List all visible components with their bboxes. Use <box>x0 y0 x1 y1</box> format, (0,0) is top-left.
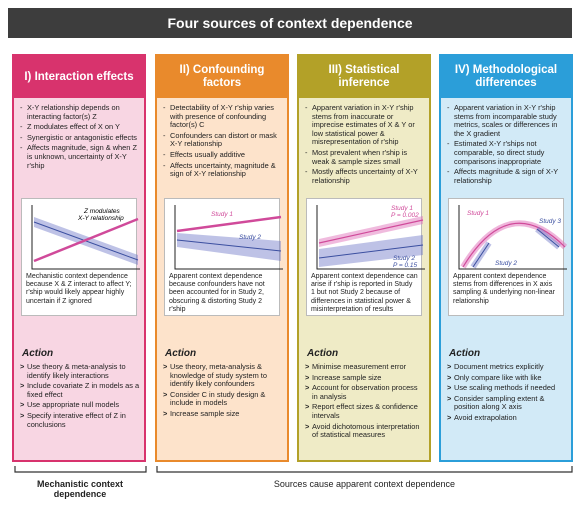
axes <box>316 205 425 270</box>
action: Use appropriate null models <box>20 401 140 410</box>
action-list: Minimise measurement errorIncrease sampl… <box>305 362 425 442</box>
line <box>176 215 282 233</box>
bullet: Apparent variation in X-Y r'ship stems f… <box>305 103 425 147</box>
action: Use theory & meta-analysis to identify l… <box>20 362 140 380</box>
bullet: X-Y relationship depends on interacting … <box>20 103 140 121</box>
bullet: Z modulates effect of X on Y <box>20 123 140 132</box>
action: Avoid extrapolation <box>447 413 567 423</box>
label: Study 1 <box>211 211 233 218</box>
action-title: Action <box>165 348 197 359</box>
action: Minimise measurement error <box>305 362 425 372</box>
bracket <box>156 466 573 473</box>
action: Document metrics explicitly <box>447 362 567 372</box>
footer-left: Mechanistic context dependence <box>36 479 124 499</box>
action: Account for observation process in analy… <box>305 383 425 401</box>
bullet: Synergistic or antagonistic effects <box>20 133 140 143</box>
action-title: Action <box>22 348 54 359</box>
bullet: Affects magnitude, sign & when Z is unkn… <box>20 144 140 170</box>
action: Consider sampling extent & position alon… <box>447 394 567 412</box>
segment <box>536 228 560 248</box>
bullet: Estimated X-Y r'ships not comparable, so… <box>447 140 567 166</box>
label: Study 1 <box>391 205 413 212</box>
caption: Mechanistic context dependence because X… <box>26 273 132 305</box>
band <box>177 233 281 261</box>
caption: Apparent context dependence because conf… <box>169 273 265 313</box>
bullet: Most prevalent when r'ship is weak & sam… <box>305 148 425 166</box>
bullet: Apparent variation in X-Y r'ship stems f… <box>447 103 567 138</box>
label: Study 1 <box>467 210 489 217</box>
curve <box>462 222 566 268</box>
label: Study 2 <box>495 260 517 267</box>
mini-plot: Study 1 Study 3 Study 2 <box>458 205 567 270</box>
action-list: Document metrics explicitlyOnly compare … <box>447 362 567 425</box>
axes <box>31 205 140 270</box>
action: Include covariate Z in models as a fixed… <box>20 381 140 399</box>
line <box>318 244 424 259</box>
action: Avoid dichotomous interpretation of stat… <box>305 422 425 440</box>
bullet-list: Apparent variation in X-Y r'ship stems f… <box>447 103 567 187</box>
bullet: Affects uncertainty, magnitude & sign of… <box>163 161 283 179</box>
footer-right: Sources cause apparent context dependenc… <box>273 479 456 489</box>
action-title: Action <box>449 348 481 359</box>
column: III) Statistical inference Apparent varia… <box>297 54 431 462</box>
column: I) Interaction effects X-Y relationship d… <box>12 54 146 462</box>
line <box>176 239 282 252</box>
bullet: Confounders can distort or mask X-Y rela… <box>163 131 283 149</box>
caption: Apparent context dependence can arise if… <box>311 273 418 313</box>
column-header: I) Interaction effects <box>14 56 144 98</box>
segment <box>472 242 490 268</box>
label: Z modulates <box>83 208 121 215</box>
bullet-list: Apparent variation in X-Y r'ship stems f… <box>305 103 425 187</box>
column-header: II) Confounding factors <box>157 56 287 98</box>
action: Increase sample size <box>163 409 283 419</box>
column-header: IV) Methodological differences <box>441 56 571 98</box>
bullet: Mostly affects uncertainty of X-Y relati… <box>305 167 425 185</box>
caption: Apparent context dependence stems from d… <box>453 273 555 305</box>
inset-panel: Z modulates X-Y relationship Mechanistic c… <box>21 198 140 316</box>
label: X-Y relationship <box>77 215 124 222</box>
action: Specify interative effect of Z in conclu… <box>20 411 140 429</box>
action: Report effect sizes & confidence interva… <box>305 403 425 420</box>
action-list: Use theory & meta-analysis to identify l… <box>20 362 140 431</box>
bullet: Affects magnitude & sign of X-Y relation… <box>447 167 567 185</box>
column: II) Confounding factors Detectability of … <box>155 54 289 462</box>
inset-panel: Study 1 Study 3 Study 2 Apparent context de… <box>448 198 567 316</box>
action: Increase sample size <box>305 373 425 383</box>
action-title: Action <box>307 348 339 359</box>
axes <box>174 205 283 270</box>
title-bar: Four sources of context dependence <box>8 8 572 38</box>
column-header: III) Statistical inference <box>299 56 429 98</box>
action: Consider C in study design & include in … <box>163 390 283 408</box>
action: Only compare like with like <box>447 373 567 383</box>
mini-plot: Study 1 Study 2 <box>174 205 283 270</box>
label: P = 0.002 <box>391 212 419 219</box>
bullet: Effects usually additive <box>163 150 283 160</box>
action: Use scaling methods if needed <box>447 384 567 393</box>
label: P = 0.15 <box>393 262 418 269</box>
bullet: Detectability of X-Y r'ship varies with … <box>163 103 283 130</box>
bullet-list: X-Y relationship depends on interacting … <box>20 103 140 172</box>
mini-plot: Study 1P = 0.002 Study 2P = 0.15 <box>316 205 425 270</box>
action: Use theory, meta-analysis & knowledge of… <box>163 362 283 389</box>
label: Study 2 <box>393 255 415 262</box>
action-list: Use theory, meta-analysis & knowledge of… <box>163 362 283 421</box>
column: IV) Methodological differences Apparent v… <box>439 54 573 462</box>
inset-panel: Study 1 Study 2 Apparent context dependenc… <box>164 198 283 316</box>
line <box>33 217 139 263</box>
label: Study 3 <box>539 218 561 225</box>
axes <box>458 205 567 270</box>
line <box>318 219 424 244</box>
label: Study 2 <box>239 234 261 241</box>
bracket <box>14 466 147 473</box>
bullet-list: Detectability of X-Y r'ship varies with … <box>163 103 283 181</box>
